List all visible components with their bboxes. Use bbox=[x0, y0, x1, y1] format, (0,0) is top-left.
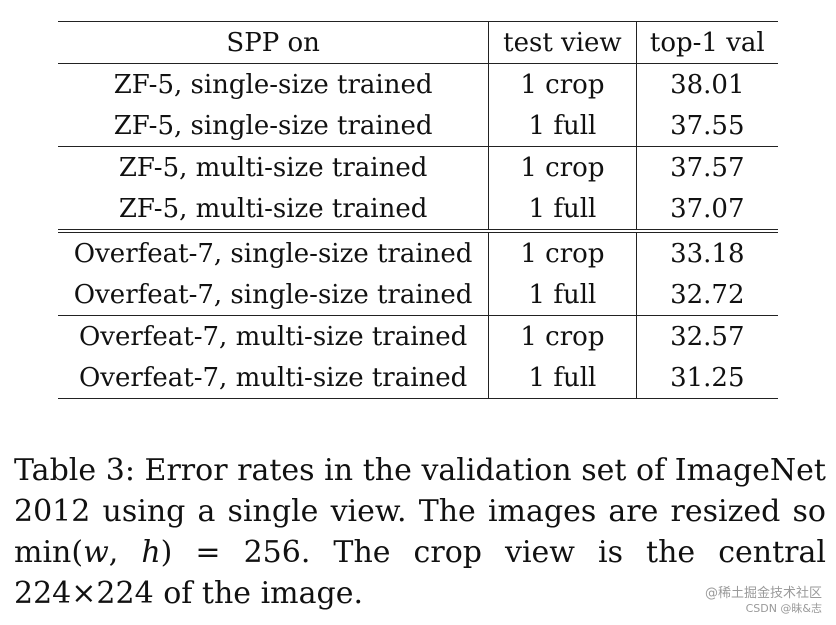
table-row: ZF-5, multi-size trained 1 crop 37.57 bbox=[58, 146, 778, 188]
caption-math: min(w, h) = 256 bbox=[14, 535, 301, 570]
row-view: 1 crop bbox=[488, 315, 637, 357]
row-model: ZF-5, single-size trained bbox=[113, 69, 433, 100]
header-top1-val: top-1 val bbox=[635, 21, 778, 64]
watermark-line2: CSDN @昧&志 bbox=[745, 602, 822, 615]
row-view: 1 crop bbox=[488, 229, 637, 274]
caption-label: Table 3: bbox=[14, 453, 135, 488]
row-value-best: 37.55 bbox=[635, 105, 778, 147]
row-model: Overfeat-7, multi-size trained bbox=[58, 357, 489, 399]
row-value-best: 31.25 bbox=[635, 357, 778, 399]
row-view: 1 full bbox=[488, 105, 637, 147]
row-value: 32.57 bbox=[635, 315, 778, 357]
table-row: Overfeat-7, multi-size trained 1 crop 32… bbox=[58, 315, 778, 357]
math-fn: min( bbox=[14, 535, 84, 570]
row-model: ZF-5, single-size trained bbox=[113, 110, 433, 141]
watermark: @稀土掘金技术社区 CSDN @昧&志 bbox=[705, 586, 822, 616]
table-row: ZF-5, multi-size trained 1 full 37.07 bbox=[58, 188, 778, 231]
table-caption: Table 3: Error rates in the validation s… bbox=[14, 450, 826, 614]
math-h: h bbox=[141, 535, 161, 570]
math-w: w bbox=[83, 535, 109, 570]
header-test-view: test view bbox=[488, 21, 637, 64]
table-row: Overfeat-7, multi-size trained 1 full 31… bbox=[58, 357, 778, 399]
table-header-row: SPP on test view top-1 val bbox=[58, 21, 778, 64]
row-view: 1 crop bbox=[488, 63, 637, 105]
math-rest: ) = 256 bbox=[160, 535, 301, 570]
row-value-best: 32.72 bbox=[635, 274, 778, 316]
row-value: 33.18 bbox=[635, 229, 778, 274]
header-spp-on: SPP on bbox=[58, 21, 489, 64]
table-row: Overfeat-7, single-size trained 1 crop 3… bbox=[58, 229, 778, 274]
row-view: 1 full bbox=[488, 274, 637, 316]
row-view: 1 full bbox=[488, 357, 637, 399]
row-view: 1 full bbox=[488, 188, 637, 231]
row-model: ZF-5, multi-size trained bbox=[118, 193, 428, 224]
results-table: SPP on test view top-1 val ZF-5, single-… bbox=[58, 21, 778, 399]
watermark-line1: @稀土掘金技术社区 bbox=[704, 586, 822, 601]
table-row: Overfeat-7, single-size trained 1 full 3… bbox=[58, 274, 778, 316]
row-model: Overfeat-7, single-size trained bbox=[73, 279, 473, 310]
row-view: 1 crop bbox=[488, 146, 637, 188]
row-value-best: 37.07 bbox=[635, 188, 778, 231]
math-sep: , bbox=[108, 535, 142, 570]
caption-text-before: Error rates in the validation set of Ima… bbox=[14, 453, 826, 529]
row-model: ZF-5, multi-size trained bbox=[58, 146, 489, 188]
table-row: ZF-5, single-size trained 1 full 37.55 bbox=[58, 105, 778, 147]
row-model: Overfeat-7, multi-size trained bbox=[58, 315, 489, 357]
row-value: 37.57 bbox=[635, 146, 778, 188]
caption-text-after: . The crop view is the central 224×224 o… bbox=[14, 535, 826, 611]
row-model: Overfeat-7, single-size trained bbox=[58, 229, 489, 274]
row-value: 38.01 bbox=[635, 63, 778, 105]
table-row: ZF-5, single-size trained 1 crop 38.01 bbox=[58, 63, 778, 105]
